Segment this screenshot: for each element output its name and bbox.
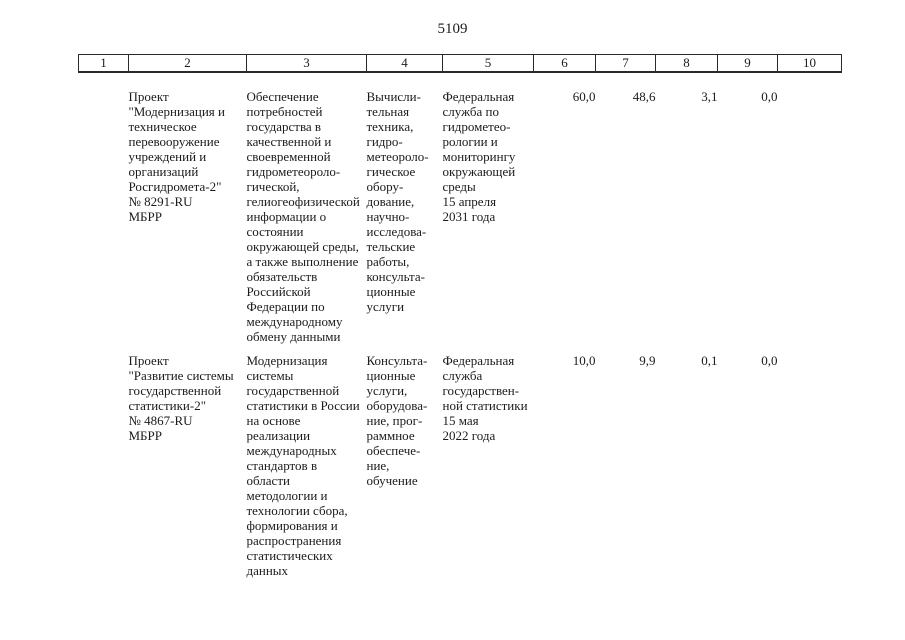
procurement-items-cell: Консульта- ционные услуги, оборудова- ни… xyxy=(366,353,428,488)
column-number-header-3: 3 xyxy=(246,54,367,73)
amount-col8-cell: 3,1 xyxy=(701,89,718,104)
column-number-header-8: 8 xyxy=(655,54,718,73)
column-number-header-row: 1 2 3 4 5 6 7 8 9 10 xyxy=(78,54,842,73)
amount-col7-cell: 48,6 xyxy=(632,89,656,104)
amount-col8-cell: 0,1 xyxy=(701,353,718,368)
responsible-agency-cell: Федеральная служба государствен- ной ста… xyxy=(442,353,528,443)
projects-table: 1 2 3 4 5 6 7 8 9 10 Проект "Модернизаци… xyxy=(78,54,842,578)
empty-col10-cell xyxy=(778,72,842,353)
amount-col9-cell: 0,0 xyxy=(761,353,778,368)
row-index-cell xyxy=(79,72,129,353)
amount-col7-cell: 9,9 xyxy=(639,353,656,368)
amount-col9-cell: 0,0 xyxy=(761,89,778,104)
column-number-header-10: 10 xyxy=(777,54,842,73)
column-number-header-5: 5 xyxy=(442,54,534,73)
column-number-header-2: 2 xyxy=(128,54,247,73)
amount-col6-cell: 60,0 xyxy=(572,89,596,104)
column-number-header-6: 6 xyxy=(533,54,596,73)
column-number-header-7: 7 xyxy=(595,54,656,73)
project-goal-cell: Модернизация системы государственной ста… xyxy=(246,353,360,578)
table-row: Проект "Развитие системы государственной… xyxy=(79,353,842,578)
project-title-cell: Проект "Модернизация и техническое перев… xyxy=(128,89,225,224)
empty-col10-cell xyxy=(778,353,842,578)
row-index-cell xyxy=(79,353,129,578)
project-title-cell: Проект "Развитие системы государственной… xyxy=(128,353,234,443)
responsible-agency-cell: Федеральная служба по гидрометео- рологи… xyxy=(442,89,516,224)
column-number-header-1: 1 xyxy=(78,54,129,73)
amount-col6-cell: 10,0 xyxy=(572,353,596,368)
column-number-header-9: 9 xyxy=(717,54,778,73)
procurement-items-cell: Вычисли- тельная техника, гидро- метеоро… xyxy=(366,89,429,314)
table-row: Проект "Модернизация и техническое перев… xyxy=(79,72,842,353)
page-number: 5109 xyxy=(437,21,468,37)
column-number-header-4: 4 xyxy=(366,54,443,73)
project-goal-cell: Обеспечение потребностей государства в к… xyxy=(246,89,360,344)
